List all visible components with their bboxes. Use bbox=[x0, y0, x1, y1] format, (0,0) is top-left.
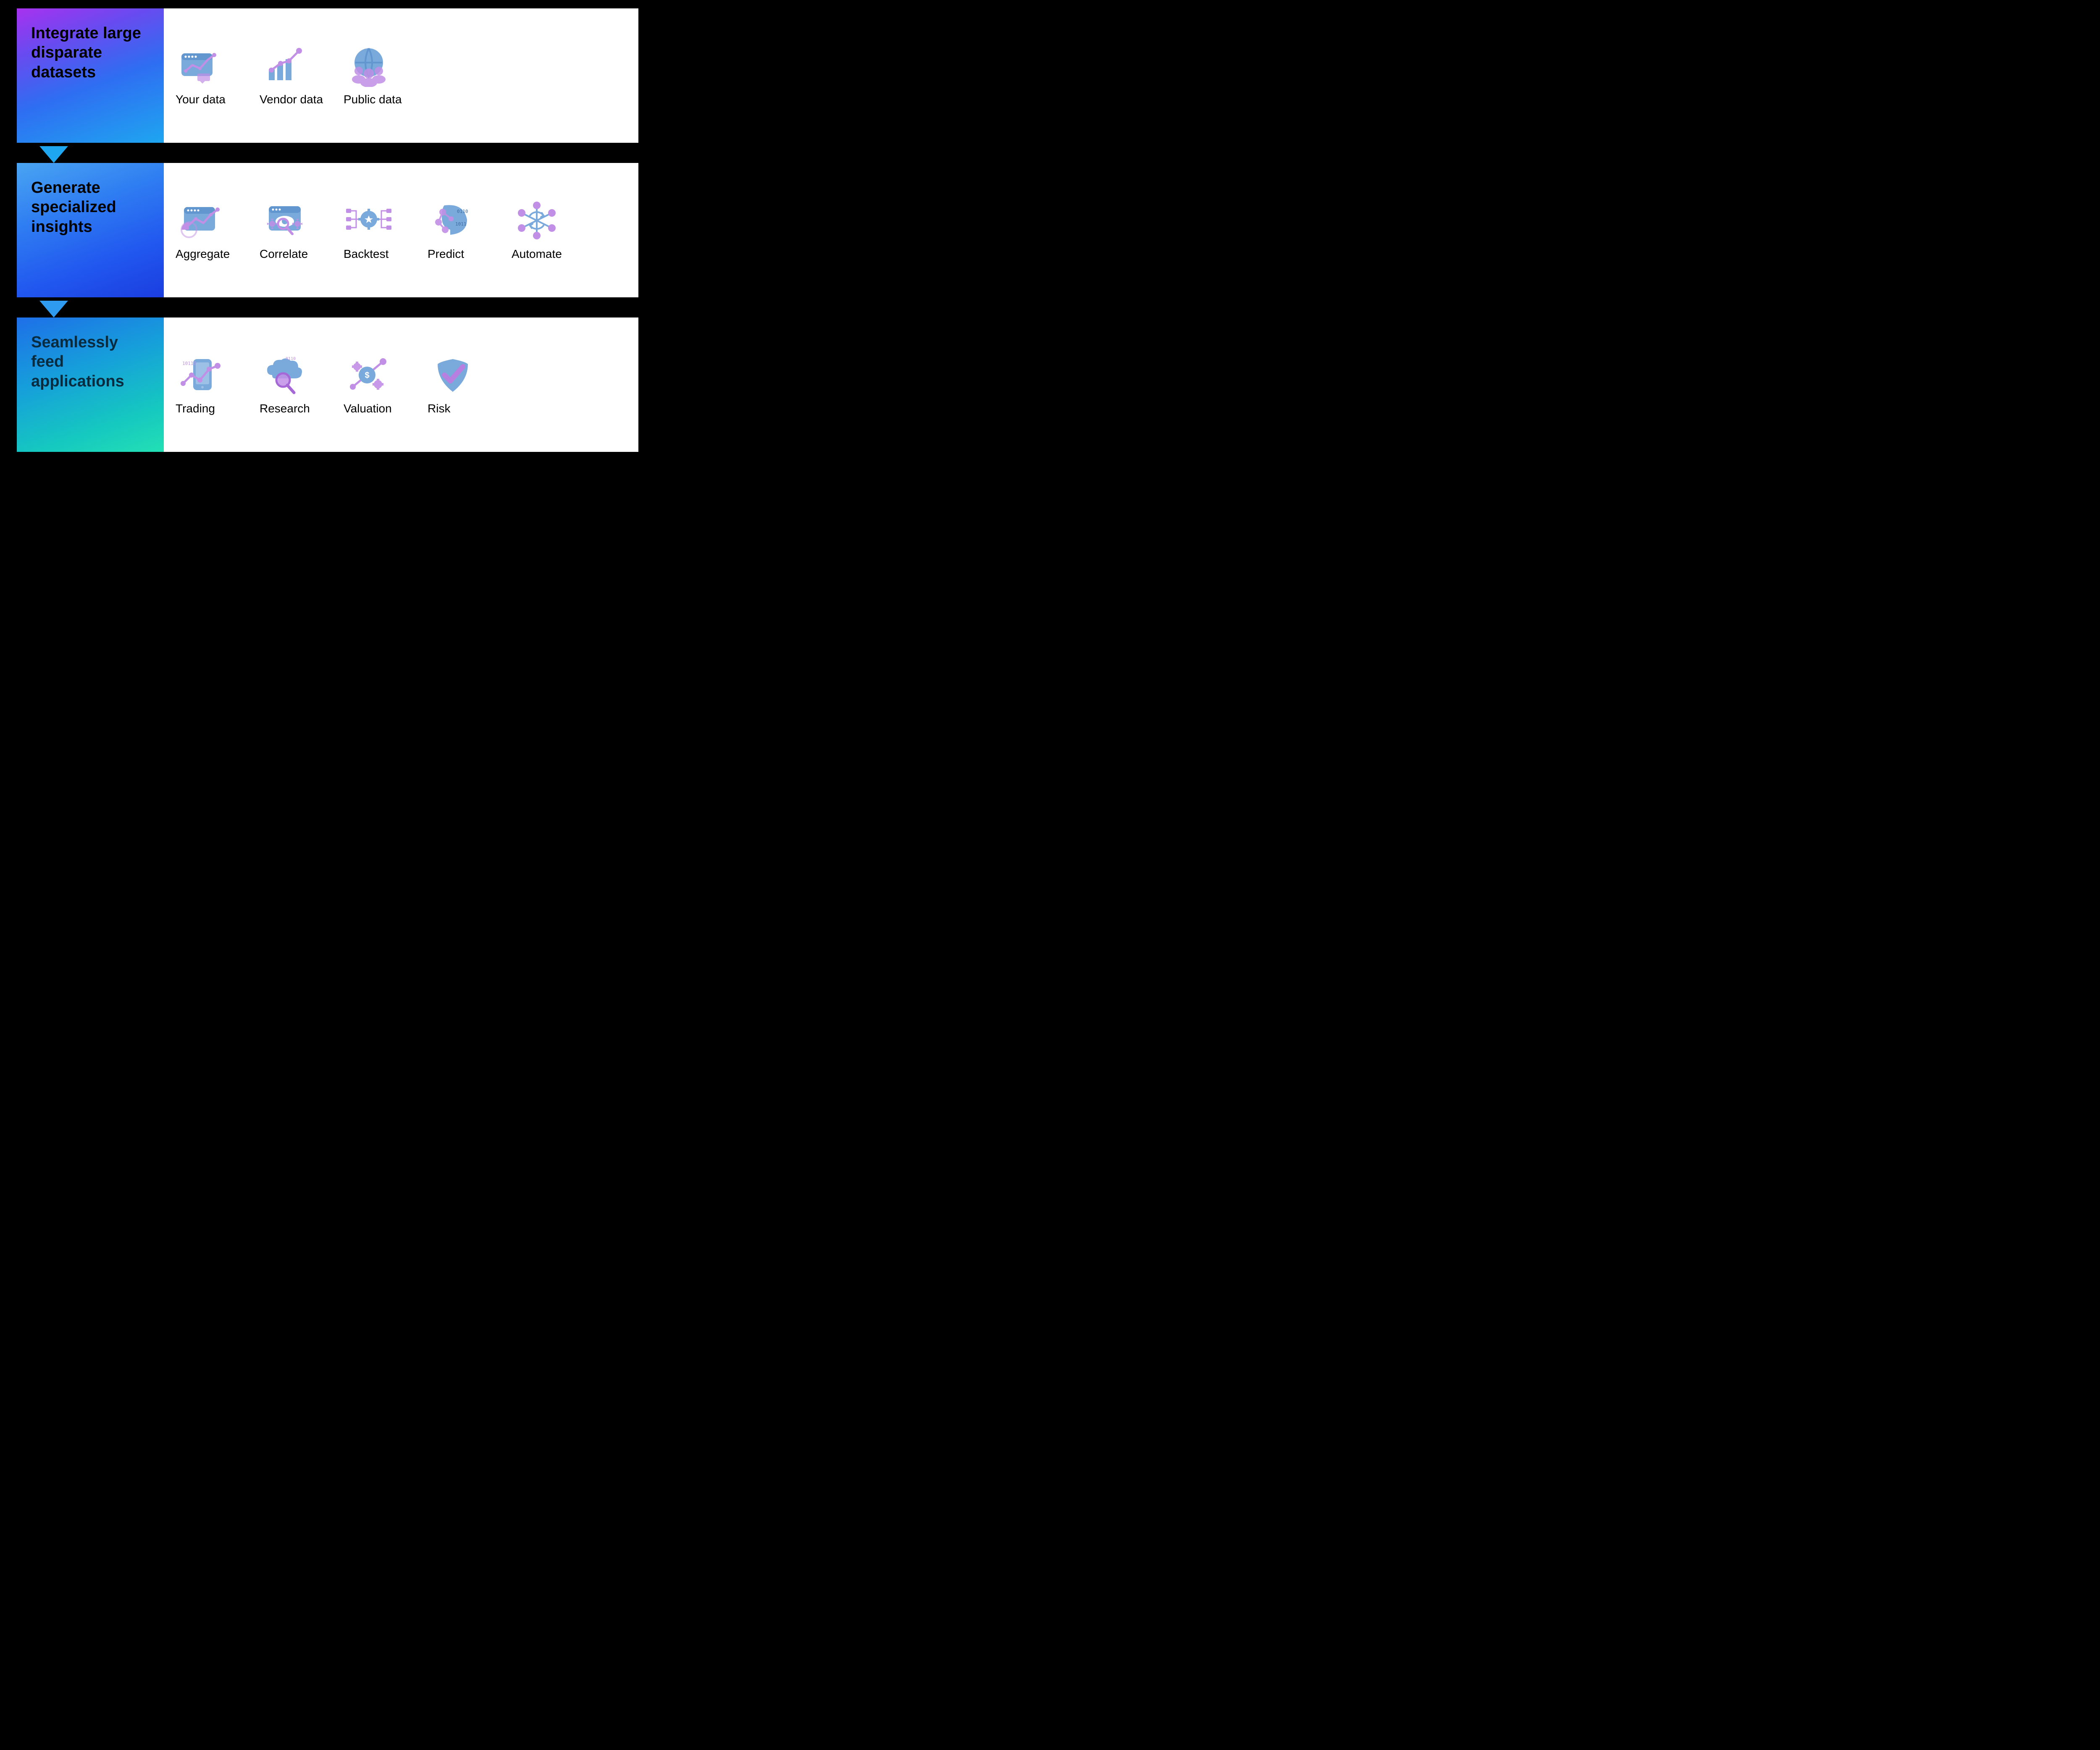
flow-arrow-2 bbox=[39, 301, 68, 317]
item-label: Public data bbox=[344, 93, 402, 106]
svg-text:0110: 0110 bbox=[286, 357, 296, 361]
item-valuation: $ Valuation bbox=[344, 354, 415, 415]
stage-title: Generate specialized insights bbox=[31, 178, 150, 236]
svg-text:$: $ bbox=[365, 371, 369, 380]
item-vendor-data: Vendor data bbox=[260, 45, 331, 106]
research-icon: 0110 bbox=[260, 354, 310, 396]
item-risk: Risk bbox=[428, 354, 499, 415]
correlate-icon bbox=[260, 199, 310, 241]
your-data-icon bbox=[176, 45, 226, 87]
stage-generate: Generate specialized insights bbox=[17, 163, 638, 297]
flow-arrow-1 bbox=[39, 146, 68, 163]
stage-content-integrate: Your data bbox=[164, 8, 638, 143]
item-correlate: Correlate bbox=[260, 199, 331, 261]
svg-text:0110: 0110 bbox=[457, 209, 468, 214]
item-label: Correlate bbox=[260, 247, 308, 261]
stage-title: Seamlessly feed applications bbox=[31, 333, 150, 391]
item-label: Valuation bbox=[344, 402, 392, 415]
item-label: Risk bbox=[428, 402, 450, 415]
item-automate: Automate bbox=[512, 199, 583, 261]
item-label: Aggregate bbox=[176, 247, 230, 261]
backtest-icon bbox=[344, 199, 394, 241]
item-label: Predict bbox=[428, 247, 464, 261]
item-predict: 0110 1011 Predict bbox=[428, 199, 499, 261]
stage-label-integrate: Integrate large disparate datasets bbox=[17, 8, 164, 143]
svg-text:10110: 10110 bbox=[182, 361, 196, 366]
stage-integrate: Integrate large disparate datasets bbox=[17, 8, 638, 143]
item-label: Vendor data bbox=[260, 93, 323, 106]
trading-icon: 10110 bbox=[176, 354, 226, 396]
item-label: Backtest bbox=[344, 247, 388, 261]
item-backtest: Backtest bbox=[344, 199, 415, 261]
stage-content-feed: 10110 Trading 0110 bbox=[164, 317, 638, 452]
stage-title: Integrate large disparate datasets bbox=[31, 24, 150, 82]
process-flow-diagram: Integrate large disparate datasets bbox=[17, 8, 638, 452]
item-label: Research bbox=[260, 402, 310, 415]
item-your-data: Your data bbox=[176, 45, 247, 106]
stage-label-feed: Seamlessly feed applications bbox=[17, 317, 164, 452]
stage-content-generate: Aggregate bbox=[164, 163, 638, 297]
stage-label-generate: Generate specialized insights bbox=[17, 163, 164, 297]
item-public-data: Public data bbox=[344, 45, 415, 106]
vendor-data-icon bbox=[260, 45, 310, 87]
item-label: Automate bbox=[512, 247, 562, 261]
automate-icon bbox=[512, 199, 562, 241]
aggregate-icon bbox=[176, 199, 226, 241]
svg-text:1011: 1011 bbox=[455, 221, 467, 227]
public-data-icon bbox=[344, 45, 394, 87]
valuation-icon: $ bbox=[344, 354, 394, 396]
item-aggregate: Aggregate bbox=[176, 199, 247, 261]
item-research: 0110 Research bbox=[260, 354, 331, 415]
risk-icon bbox=[428, 354, 478, 396]
item-trading: 10110 Trading bbox=[176, 354, 247, 415]
stage-feed: Seamlessly feed applications 10110 bbox=[17, 317, 638, 452]
predict-icon: 0110 1011 bbox=[428, 199, 478, 241]
item-label: Trading bbox=[176, 402, 215, 415]
item-label: Your data bbox=[176, 93, 226, 106]
